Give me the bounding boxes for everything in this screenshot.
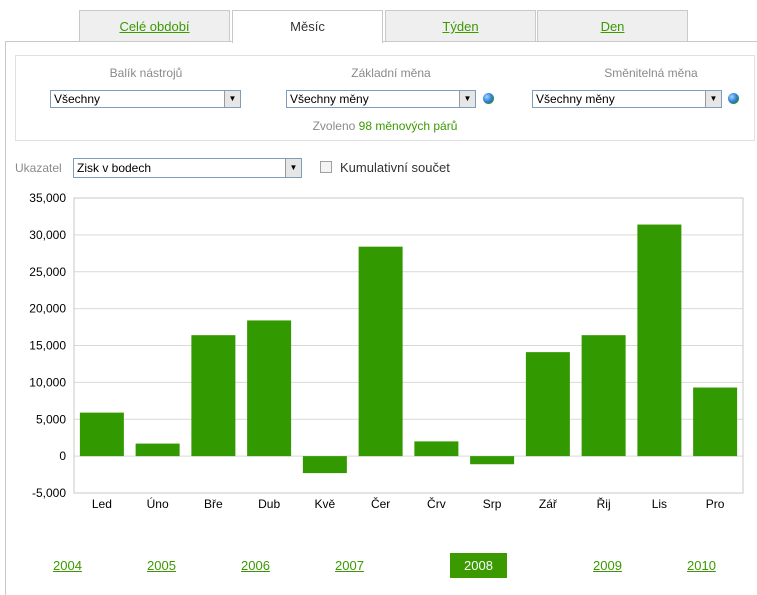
bar[interactable]	[247, 320, 292, 457]
x-tick-label: Led	[92, 497, 112, 511]
x-tick-label: Zář	[539, 497, 558, 511]
chevron-down-icon[interactable]: ▼	[224, 91, 240, 107]
year-2006[interactable]: 2006	[241, 558, 270, 573]
x-tick-label: Lis	[652, 497, 667, 511]
toolkit-select-value: Všechny	[54, 92, 101, 106]
selected-count: 98	[358, 119, 372, 133]
y-tick-label: 30,000	[29, 228, 66, 242]
base-currency-select[interactable]: Všechny měny ▼	[286, 90, 476, 108]
x-tick-label: Řij	[597, 496, 611, 511]
bar[interactable]	[414, 441, 459, 457]
selected-prefix: Zvoleno	[312, 119, 356, 133]
year-2010[interactable]: 2010	[687, 558, 716, 573]
indicator-label: Ukazatel	[15, 161, 62, 175]
year-2007[interactable]: 2007	[335, 558, 364, 573]
x-axis-ticks: Led Úno Bře Dub Kvě Čer Črv Srp Zář Řij Lis Pro	[92, 496, 725, 511]
year-2009[interactable]: 2009	[593, 558, 622, 573]
y-tick-label: 15,000	[29, 339, 66, 353]
toolkit-select[interactable]: Všechny ▼	[50, 90, 241, 108]
frame-border	[5, 41, 6, 595]
year-2004[interactable]: 2004	[53, 558, 82, 573]
globe-icon[interactable]	[483, 93, 494, 104]
profit-bar-chart: 35,000 30,000 25,000 20,000 15,000 10,000 5,00…	[29, 191, 744, 511]
quote-currency-select-value: Všechny měny	[536, 92, 615, 106]
selected-suffix: měnových párů	[375, 119, 458, 133]
y-tick-label: 35,000	[29, 191, 66, 205]
bar[interactable]	[525, 352, 570, 457]
x-tick-label: Kvě	[315, 497, 336, 511]
tab-day[interactable]: Den	[537, 10, 688, 41]
quote-currency-label: Směnitelná měna	[604, 66, 698, 80]
bar[interactable]	[302, 456, 347, 474]
year-2008[interactable]: 2008	[450, 553, 507, 578]
y-tick-label: 0	[59, 449, 66, 463]
plot-frame	[73, 197, 744, 494]
globe-icon[interactable]	[728, 93, 739, 104]
x-tick-label: Úno	[147, 496, 169, 511]
y-tick-label: 5,000	[36, 412, 66, 426]
x-tick-label: Čer	[371, 496, 390, 511]
bar[interactable]	[470, 456, 515, 465]
bar[interactable]	[191, 335, 236, 457]
base-currency-label: Základní měna	[351, 66, 431, 80]
x-tick-label: Srp	[483, 497, 502, 511]
y-tick-label: 20,000	[29, 302, 66, 316]
bar[interactable]	[358, 246, 403, 457]
toolkit-label: Balík nástrojů	[109, 66, 183, 80]
cumulative-label: Kumulativní součet	[340, 160, 450, 175]
y-tick-label: -5,000	[32, 486, 66, 500]
filter-panel: Balík nástrojů Všechny ▼ Základní měna V…	[15, 55, 755, 141]
selected-pairs-note: Zvoleno 98 měnových párů	[16, 119, 754, 133]
tab-week[interactable]: Týden	[385, 10, 536, 41]
cumulative-checkbox[interactable]	[320, 161, 332, 173]
y-tick-label: 10,000	[29, 375, 66, 389]
x-tick-label: Bře	[204, 497, 223, 511]
x-tick-label: Črv	[427, 496, 446, 511]
y-tick-label: 25,000	[29, 265, 66, 279]
tab-whole-period[interactable]: Celé období	[79, 10, 230, 41]
x-tick-label: Pro	[706, 497, 725, 511]
y-axis-ticks: 35,000 30,000 25,000 20,000 15,000 10,000 5,00…	[29, 191, 66, 500]
bar[interactable]	[693, 387, 738, 457]
base-currency-select-value: Všechny měny	[290, 92, 369, 106]
chevron-down-icon[interactable]: ▼	[459, 91, 475, 107]
year-2005[interactable]: 2005	[147, 558, 176, 573]
chart-bars	[79, 224, 738, 474]
quote-currency-select[interactable]: Všechny měny ▼	[532, 90, 722, 108]
bar[interactable]	[637, 224, 682, 457]
indicator-select[interactable]: Zisk v bodech ▼	[73, 158, 302, 178]
period-tabs: Celé období Měsíc Týden Den	[79, 10, 689, 43]
bar[interactable]	[581, 335, 626, 457]
bar[interactable]	[79, 412, 124, 457]
chevron-down-icon[interactable]: ▼	[285, 159, 301, 177]
x-tick-label: Dub	[258, 497, 280, 511]
indicator-select-value: Zisk v bodech	[77, 161, 152, 175]
chevron-down-icon[interactable]: ▼	[705, 91, 721, 107]
bar[interactable]	[135, 443, 180, 457]
tab-month[interactable]: Měsíc	[232, 10, 383, 43]
